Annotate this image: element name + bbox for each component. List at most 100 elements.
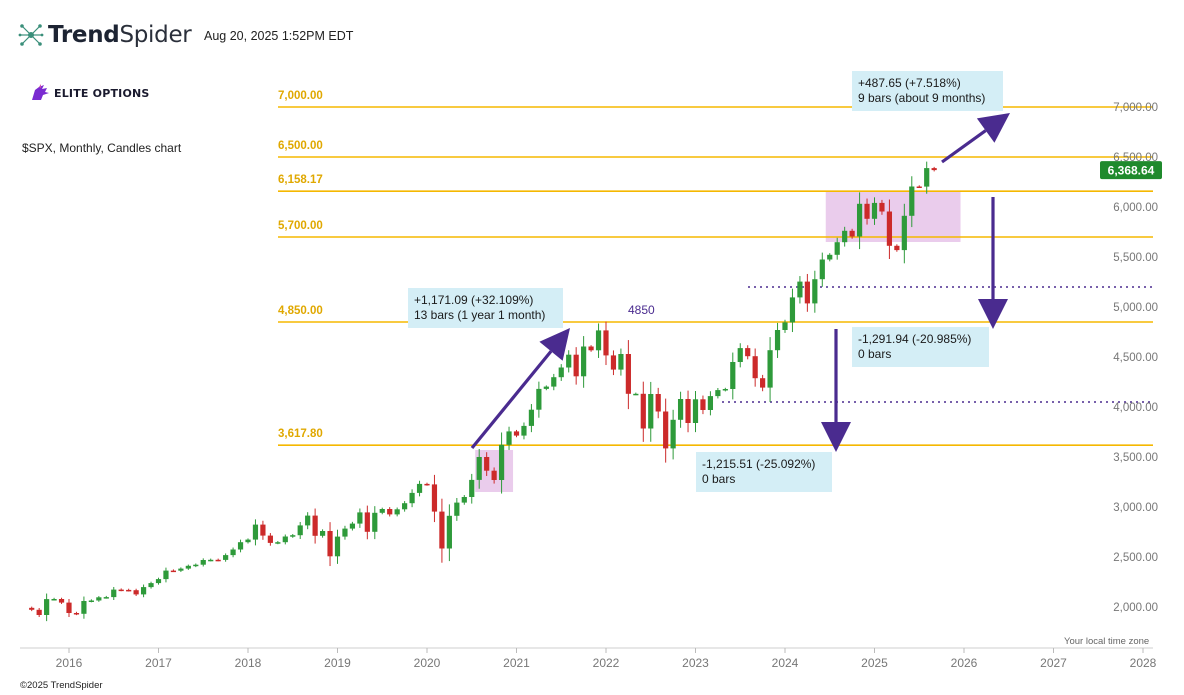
- candle: [476, 448, 482, 489]
- candle-body: [566, 354, 572, 368]
- arrow-up-2021-shaft: [470, 350, 553, 450]
- callout-bg: [696, 452, 832, 492]
- x-tick-label: 2018: [235, 656, 262, 670]
- candle: [871, 197, 878, 225]
- candle-body: [148, 583, 154, 588]
- x-tick-label: 2019: [324, 656, 351, 670]
- candle-body: [588, 346, 594, 351]
- candle: [185, 564, 191, 570]
- candle-body: [215, 559, 221, 562]
- candle-body: [909, 186, 915, 216]
- candle: [439, 498, 445, 563]
- candle-body: [924, 168, 930, 187]
- candles: [29, 161, 937, 622]
- candle: [36, 607, 42, 618]
- candle: [140, 584, 147, 598]
- candle-body: [237, 542, 244, 550]
- candle: [819, 252, 825, 287]
- candle-body: [819, 259, 825, 280]
- candle-body: [789, 297, 796, 323]
- level-label-5: 3,617.80: [278, 428, 323, 440]
- x-tick-label: 2023: [682, 656, 709, 670]
- level-label-4: 4,850.00: [278, 305, 323, 317]
- candle-body: [879, 202, 885, 212]
- measure-callouts: +487.65 (+7.518%)9 bars (about 9 months)…: [408, 71, 1003, 492]
- candle-body: [36, 609, 42, 615]
- callout-line1: +1,171.09 (+32.109%): [414, 293, 533, 307]
- candle-body: [469, 479, 475, 497]
- candle-body: [700, 399, 706, 410]
- candle-body: [894, 245, 900, 251]
- candle-body: [595, 330, 602, 351]
- candle-body: [670, 419, 676, 449]
- candle-body: [498, 444, 505, 480]
- candle-body: [722, 389, 728, 391]
- arrow-up-2026-head: [976, 113, 1010, 143]
- candle-body: [140, 587, 147, 595]
- candle-body: [454, 502, 460, 516]
- candle: [551, 373, 557, 391]
- candle-body: [290, 535, 296, 537]
- level-label-1: 6,500.00: [278, 140, 323, 152]
- candle: [931, 166, 937, 172]
- candle: [506, 426, 512, 450]
- candle: [327, 522, 333, 567]
- candle-body: [663, 411, 669, 449]
- candle-body: [297, 525, 303, 536]
- candle: [513, 429, 520, 438]
- candle: [297, 521, 303, 539]
- candle-body: [715, 390, 721, 397]
- candle-body: [707, 396, 714, 410]
- candle-body: [864, 203, 870, 219]
- candle: [677, 391, 684, 428]
- candle: [282, 534, 288, 545]
- candle-body: [484, 457, 490, 471]
- candle: [446, 504, 452, 562]
- candle: [834, 237, 840, 260]
- candle: [44, 593, 50, 622]
- candle-body: [573, 354, 579, 377]
- candle: [595, 323, 602, 358]
- candle: [208, 558, 214, 562]
- callout-0: +487.65 (+7.518%)9 bars (about 9 months): [852, 71, 1003, 111]
- y-tick-label: 4,000.00: [1113, 402, 1158, 414]
- logo-bold-text: Trend: [48, 22, 120, 48]
- candle-body: [44, 599, 50, 615]
- candle-body: [528, 409, 535, 426]
- candle-body: [282, 536, 288, 543]
- x-tick-label: 2024: [772, 656, 799, 670]
- candle-body: [334, 536, 341, 557]
- candle-body: [685, 399, 691, 423]
- candle: [827, 253, 833, 262]
- candle-body: [886, 211, 893, 246]
- level-label-3: 5,700.00: [278, 220, 323, 232]
- candle: [797, 276, 803, 304]
- candle: [73, 611, 80, 616]
- candle-body: [901, 215, 907, 251]
- candle: [700, 395, 706, 415]
- candle: [81, 596, 87, 619]
- candle: [409, 489, 415, 508]
- candle-body: [155, 579, 162, 584]
- candle-body: [476, 457, 482, 480]
- y-tick-label: 6,500.00: [1113, 152, 1158, 164]
- x-axis: 2016 2017 2018 2019 2020 2021 2022 2023 2024 2025…: [20, 647, 1157, 670]
- candle: [692, 391, 699, 433]
- candle: [856, 192, 863, 250]
- candle-body: [931, 168, 937, 171]
- last-price-badge: [1100, 161, 1162, 180]
- candle-body: [29, 607, 35, 610]
- candle-body: [223, 555, 229, 560]
- candle-body: [730, 362, 736, 389]
- candle-body: [364, 512, 370, 532]
- candle-body: [536, 388, 542, 410]
- candle-body: [267, 535, 273, 543]
- arrow-down-2024-head: [821, 422, 851, 452]
- candle: [402, 501, 408, 512]
- x-tick-label: 2020: [414, 656, 441, 670]
- candle-body: [603, 330, 609, 356]
- candle-body: [424, 483, 430, 486]
- candle: [730, 352, 736, 400]
- candle: [349, 521, 356, 531]
